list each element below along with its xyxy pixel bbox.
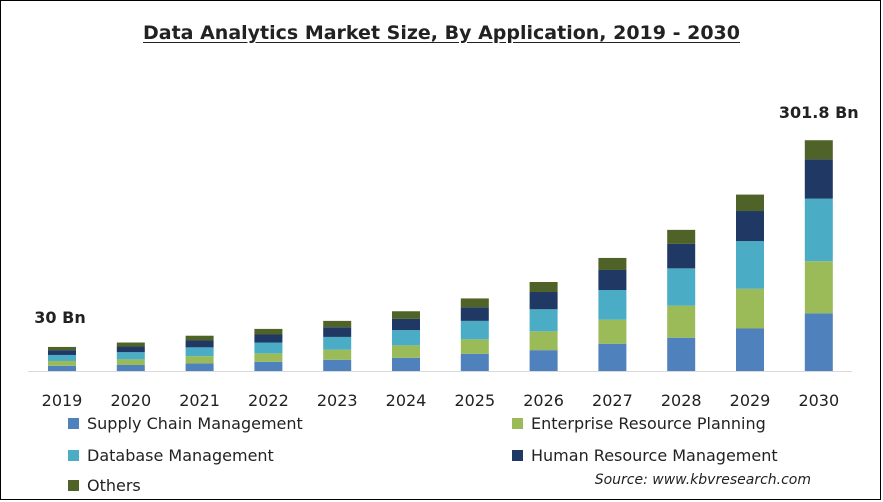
bar-segment-2019-supply-chain-management — [48, 365, 76, 371]
legend-label-supply-chain: Supply Chain Management — [87, 414, 303, 433]
chart-title: Data Analytics Market Size, By Applicati… — [142, 22, 740, 44]
legend-item-database: Database Management — [68, 446, 274, 465]
x-tick-label: 2019 — [42, 391, 83, 410]
bar-segment-2024-enterprise-resource-planning — [392, 345, 420, 358]
bar-segment-2029-others — [736, 194, 764, 212]
bar-segment-2029-enterprise-resource-planning — [736, 288, 764, 329]
data-label-2030: 301.8 Bn — [779, 103, 859, 122]
bar-segment-2020-enterprise-resource-planning — [116, 359, 145, 365]
bar-segment-2021-supply-chain-management — [185, 363, 214, 371]
x-tick-label: 2023 — [317, 391, 358, 410]
legend-swatch-human-resource — [512, 450, 523, 461]
bar-segment-2028-others — [667, 229, 696, 244]
bar-segment-2020-others — [116, 342, 145, 347]
bar-segment-2024-human-resource-management — [392, 318, 420, 331]
bar-segment-2030-supply-chain-management — [804, 313, 833, 371]
bar-segment-2029-human-resource-management — [736, 211, 764, 242]
source-note: Source: www.kbvresearch.com — [594, 472, 811, 488]
x-tick-label: 2028 — [661, 391, 702, 410]
bar-segment-2030-enterprise-resource-planning — [804, 261, 833, 314]
bar-segment-2028-enterprise-resource-planning — [667, 305, 696, 338]
bar-segment-2028-supply-chain-management — [667, 337, 696, 371]
bar-segment-2022-enterprise-resource-planning — [254, 353, 283, 362]
bar-segment-2027-human-resource-management — [598, 269, 627, 291]
bar-segment-2030-human-resource-management — [804, 159, 833, 199]
bar-segment-2019-others — [48, 346, 76, 351]
bar-segment-2021-database-management — [185, 347, 214, 357]
legend-label-database: Database Management — [87, 446, 274, 465]
legend-label-enterprise-resource: Enterprise Resource Planning — [531, 414, 766, 433]
bar-segment-2021-human-resource-management — [185, 340, 214, 348]
legend-item-supply-chain: Supply Chain Management — [68, 414, 303, 433]
legend-item-human-resource: Human Resource Management — [512, 446, 778, 465]
x-tick-label: 2021 — [179, 391, 220, 410]
bar-segment-2026-supply-chain-management — [529, 350, 558, 371]
bar-segment-2019-enterprise-resource-planning — [48, 360, 76, 366]
bar-segment-2030-others — [804, 140, 833, 160]
bar-segment-2020-database-management — [116, 352, 145, 360]
bar-segment-2024-supply-chain-management — [392, 357, 420, 371]
bar-segment-2020-supply-chain-management — [116, 364, 145, 371]
bar-segment-2025-enterprise-resource-planning — [460, 339, 489, 354]
legend-swatch-supply-chain — [68, 418, 79, 429]
bar-segment-2029-supply-chain-management — [736, 328, 764, 371]
x-tick-label: 2026 — [523, 391, 564, 410]
bar-segment-2019-database-management — [48, 354, 76, 361]
bar-segment-2028-database-management — [667, 268, 696, 306]
bar-segment-2026-others — [529, 281, 558, 293]
x-tick-label: 2030 — [798, 391, 839, 410]
bar-segment-2027-supply-chain-management — [598, 343, 627, 371]
bar-segment-2025-supply-chain-management — [460, 353, 489, 371]
bar-segment-2023-database-management — [323, 336, 352, 350]
bar-segment-2023-supply-chain-management — [323, 359, 352, 371]
bar-segment-2024-others — [392, 311, 420, 319]
bar-segment-2026-database-management — [529, 309, 558, 332]
bar-segment-2027-enterprise-resource-planning — [598, 319, 627, 344]
bar-segment-2024-database-management — [392, 330, 420, 346]
bar-segment-2022-supply-chain-management — [254, 361, 283, 371]
bar-segment-2025-others — [460, 298, 489, 308]
legend-swatch-enterprise-resource — [512, 418, 523, 429]
bar-segment-2019-human-resource-management — [48, 350, 76, 355]
legend-item-enterprise-resource: Enterprise Resource Planning — [512, 414, 766, 433]
x-tick-label: 2020 — [110, 391, 151, 410]
legend-item-others: Others — [68, 476, 141, 495]
bar-segment-2026-enterprise-resource-planning — [529, 331, 558, 351]
x-tick-label: 2027 — [592, 391, 633, 410]
legend-label-human-resource: Human Resource Management — [531, 446, 778, 465]
x-tick-label: 2025 — [454, 391, 495, 410]
bar-segment-2022-human-resource-management — [254, 334, 283, 343]
bar-segment-2027-others — [598, 257, 627, 270]
bar-segment-2022-database-management — [254, 342, 283, 354]
legend-swatch-database — [68, 450, 79, 461]
bar-segment-2020-human-resource-management — [116, 346, 145, 353]
bar-segment-2021-enterprise-resource-planning — [185, 356, 214, 364]
x-tick-label: 2022 — [248, 391, 289, 410]
bar-segment-2029-database-management — [736, 241, 764, 289]
bar-segment-2021-others — [185, 335, 214, 341]
bar-segment-2028-human-resource-management — [667, 243, 696, 269]
legend-label-others: Others — [87, 476, 141, 495]
x-tick-label: 2024 — [386, 391, 427, 410]
bar-segment-2022-others — [254, 328, 283, 335]
bar-segment-2025-human-resource-management — [460, 307, 489, 321]
bar-segment-2023-others — [323, 320, 352, 328]
bar-segment-2023-human-resource-management — [323, 327, 352, 337]
x-tick-label: 2029 — [730, 391, 771, 410]
bar-segment-2027-database-management — [598, 290, 627, 320]
bar-segment-2023-enterprise-resource-planning — [323, 349, 352, 360]
bar-segment-2030-database-management — [804, 198, 833, 262]
bar-segment-2025-database-management — [460, 320, 489, 340]
legend-swatch-others — [68, 480, 79, 491]
data-label-2019: 30 Bn — [34, 308, 85, 327]
bar-segment-2026-human-resource-management — [529, 292, 558, 310]
